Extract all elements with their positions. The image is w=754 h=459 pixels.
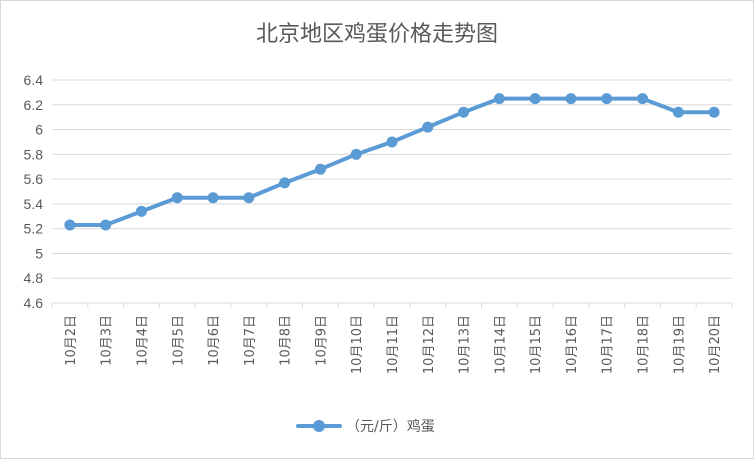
- data-point: [350, 148, 362, 160]
- y-tick-label: 4.8: [24, 270, 44, 286]
- x-tick-label: 10月6日: [207, 315, 222, 366]
- y-tick-label: 6.2: [24, 97, 44, 113]
- legend-label: （元/斤）鸡蛋: [346, 419, 435, 435]
- x-tick-label: 10月15日: [529, 315, 544, 374]
- data-point: [458, 106, 470, 118]
- data-point: [422, 121, 434, 133]
- data-point: [386, 136, 398, 148]
- data-point: [207, 192, 219, 204]
- y-axis-ticks: 4.6 4.8 5 5.2 5.4 5.6 5.8 6 6.2 6.4: [24, 72, 44, 311]
- data-point: [100, 219, 112, 231]
- x-tick-label: 10月16日: [565, 315, 580, 374]
- x-tick-label: 10月7日: [243, 315, 258, 366]
- x-tick-label: 10月8日: [279, 315, 294, 366]
- data-point: [171, 192, 183, 204]
- chart-title: 北京地区鸡蛋价格走势图: [255, 22, 498, 47]
- y-tick-label: 6: [35, 122, 43, 138]
- x-tick-label: 10月14日: [493, 315, 508, 374]
- x-tick-label: 10月20日: [708, 315, 723, 374]
- data-point: [135, 205, 147, 217]
- y-tick-label: 4.6: [24, 295, 44, 311]
- data-point: [314, 163, 326, 175]
- series-line: [67, 96, 717, 227]
- data-point: [565, 93, 577, 105]
- data-point: [279, 177, 291, 189]
- x-tick-label: 10月12日: [422, 315, 437, 374]
- data-point: [637, 93, 649, 105]
- y-tick-label: 5.8: [24, 146, 44, 162]
- x-tick-label: 10月9日: [314, 315, 329, 366]
- x-tick-label: 10月17日: [601, 315, 616, 374]
- y-tick-label: 6.4: [24, 72, 44, 88]
- x-tick-label: 10月10日: [350, 315, 365, 374]
- legend-marker-icon: [296, 416, 342, 436]
- x-tick-label: 10月11日: [386, 315, 401, 374]
- x-tick-label: 10月19日: [672, 315, 687, 374]
- data-point: [529, 93, 541, 105]
- data-point: [64, 219, 76, 231]
- x-tick-label: 10月5日: [171, 315, 186, 366]
- x-tick-label: 10月4日: [135, 315, 150, 366]
- data-point: [601, 93, 613, 105]
- data-point: [708, 106, 720, 118]
- data-points: [64, 93, 720, 231]
- x-tick-label: 10月18日: [637, 315, 652, 374]
- x-tick-label: 10月3日: [100, 315, 115, 366]
- gridlines: [52, 79, 732, 279]
- y-tick-label: 5: [35, 245, 43, 261]
- data-point: [243, 192, 255, 204]
- legend: （元/斤）鸡蛋: [296, 416, 435, 436]
- x-tick-label: 10月2日: [64, 315, 79, 366]
- y-tick-label: 5.2: [24, 221, 44, 237]
- x-axis-ticks: 10月2日 10月3日 10月4日 10月5日 10月6日 10月7日 10月8日 10月9日…: [51, 303, 733, 374]
- y-tick-label: 5.4: [24, 196, 44, 212]
- x-tick-label: 10月13日: [458, 315, 473, 374]
- y-tick-label: 5.6: [24, 171, 44, 187]
- data-point: [672, 106, 684, 118]
- data-point: [493, 93, 505, 105]
